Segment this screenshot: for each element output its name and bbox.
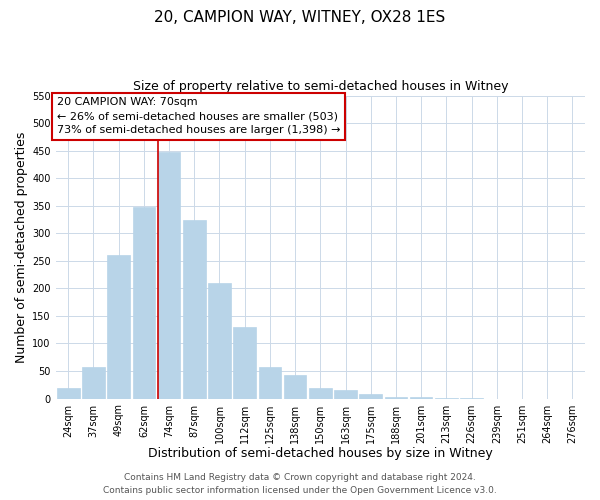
Y-axis label: Number of semi-detached properties: Number of semi-detached properties [15, 132, 28, 363]
Title: Size of property relative to semi-detached houses in Witney: Size of property relative to semi-detach… [133, 80, 508, 93]
Bar [284, 376, 307, 398]
Bar [334, 390, 357, 398]
Bar [183, 220, 206, 398]
Bar [233, 327, 256, 398]
Bar [359, 394, 382, 398]
Bar [82, 367, 105, 398]
Bar [158, 152, 181, 398]
Bar [309, 388, 332, 398]
Bar [107, 256, 130, 398]
Bar [133, 207, 155, 398]
Bar [259, 367, 281, 398]
Text: 20 CAMPION WAY: 70sqm
← 26% of semi-detached houses are smaller (503)
73% of sem: 20 CAMPION WAY: 70sqm ← 26% of semi-deta… [57, 97, 340, 135]
Bar [57, 388, 80, 398]
Text: 20, CAMPION WAY, WITNEY, OX28 1ES: 20, CAMPION WAY, WITNEY, OX28 1ES [154, 10, 446, 25]
Text: Contains HM Land Registry data © Crown copyright and database right 2024.
Contai: Contains HM Land Registry data © Crown c… [103, 474, 497, 495]
X-axis label: Distribution of semi-detached houses by size in Witney: Distribution of semi-detached houses by … [148, 447, 493, 460]
Bar [208, 283, 231, 399]
Bar [385, 397, 407, 398]
